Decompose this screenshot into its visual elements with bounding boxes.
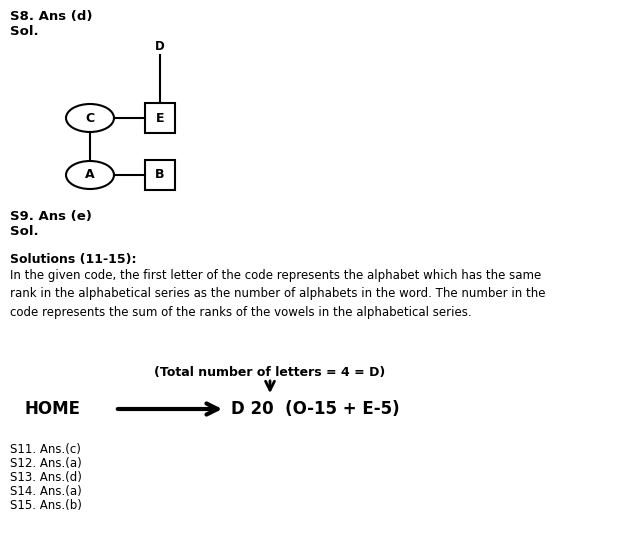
Text: (Total number of letters = 4 = D): (Total number of letters = 4 = D): [154, 366, 385, 379]
Text: S8. Ans (d): S8. Ans (d): [10, 10, 93, 23]
Text: S11. Ans.(c): S11. Ans.(c): [10, 443, 81, 456]
Text: C: C: [86, 112, 95, 124]
Text: HOME: HOME: [25, 400, 81, 418]
Text: Sol.: Sol.: [10, 225, 39, 238]
Text: S13. Ans.(d): S13. Ans.(d): [10, 471, 82, 484]
Text: S12. Ans.(a): S12. Ans.(a): [10, 457, 82, 470]
Text: A: A: [85, 169, 95, 181]
Text: E: E: [156, 112, 164, 124]
Text: S15. Ans.(b): S15. Ans.(b): [10, 499, 82, 512]
Text: B: B: [155, 169, 164, 181]
Text: Sol.: Sol.: [10, 25, 39, 38]
Text: In the given code, the first letter of the code represents the alphabet which ha: In the given code, the first letter of t…: [10, 269, 545, 319]
Text: S14. Ans.(a): S14. Ans.(a): [10, 485, 82, 498]
Text: Solutions (11-15):: Solutions (11-15):: [10, 253, 137, 266]
Text: D 20  (O-15 + E-5): D 20 (O-15 + E-5): [231, 400, 399, 418]
Text: S9. Ans (e): S9. Ans (e): [10, 210, 92, 223]
Text: D: D: [155, 40, 165, 53]
